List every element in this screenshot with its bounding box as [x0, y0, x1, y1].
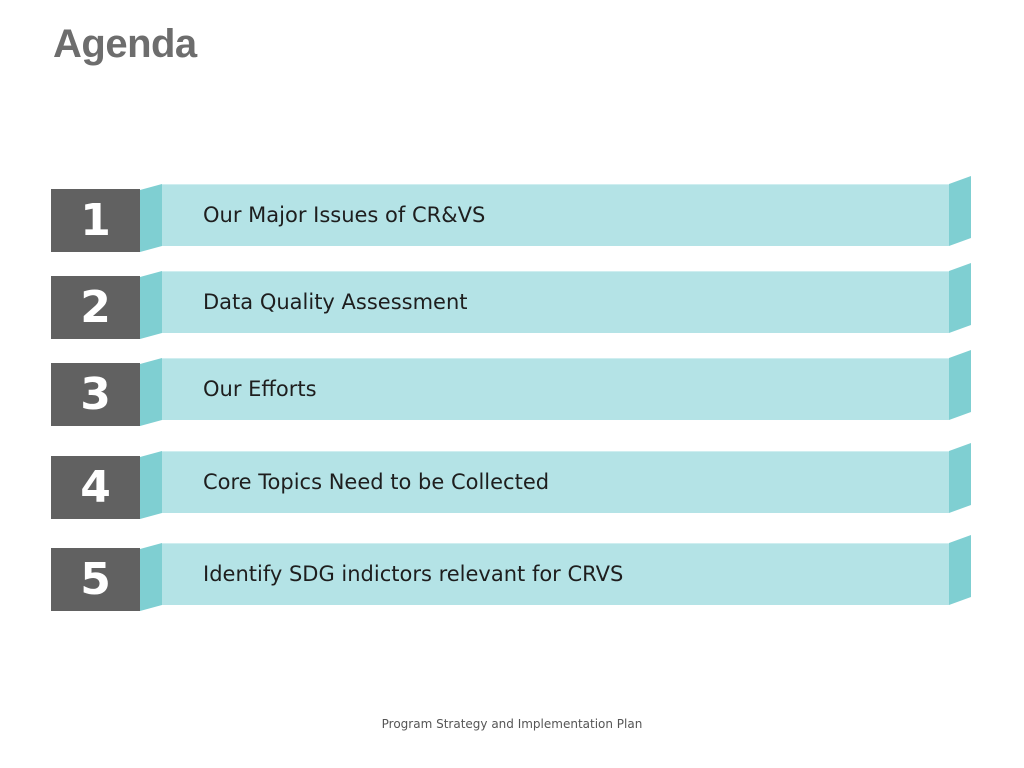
agenda-item: 3 Our Efforts [0, 350, 1024, 434]
right-fold-shape [949, 350, 971, 420]
agenda-number: 4 [51, 456, 140, 519]
agenda-item: 2 Data Quality Assessment [0, 263, 1024, 347]
agenda-item: 1 Our Major Issues of CR&VS [0, 176, 1024, 260]
agenda-band: Core Topics Need to be Collected [162, 451, 949, 513]
agenda-band: Our Efforts [162, 358, 949, 420]
agenda-label: Data Quality Assessment [203, 290, 468, 314]
agenda-number: 2 [51, 276, 140, 339]
left-fold-shape [140, 358, 162, 426]
agenda-label: Our Efforts [203, 377, 317, 401]
agenda-label: Identify SDG indictors relevant for CRVS [203, 562, 624, 586]
right-fold-shape [949, 176, 971, 246]
right-fold-shape [949, 443, 971, 513]
left-fold-shape [140, 543, 162, 611]
slide-title: Agenda [53, 22, 197, 66]
slide-footer: Program Strategy and Implementation Plan [381, 717, 643, 731]
agenda-number: 5 [51, 548, 140, 611]
agenda-band: Identify SDG indictors relevant for CRVS [162, 543, 949, 605]
agenda-item: 5 Identify SDG indictors relevant for CR… [0, 535, 1024, 619]
left-fold-shape [140, 184, 162, 252]
agenda-band: Our Major Issues of CR&VS [162, 184, 949, 246]
agenda-item: 4 Core Topics Need to be Collected [0, 443, 1024, 527]
agenda-label: Our Major Issues of CR&VS [203, 203, 486, 227]
right-fold-shape [949, 535, 971, 605]
agenda-label: Core Topics Need to be Collected [203, 470, 550, 494]
right-fold-shape [949, 263, 971, 333]
agenda-band: Data Quality Assessment [162, 271, 949, 333]
left-fold-shape [140, 451, 162, 519]
agenda-number: 1 [51, 189, 140, 252]
left-fold-shape [140, 271, 162, 339]
agenda-number: 3 [51, 363, 140, 426]
